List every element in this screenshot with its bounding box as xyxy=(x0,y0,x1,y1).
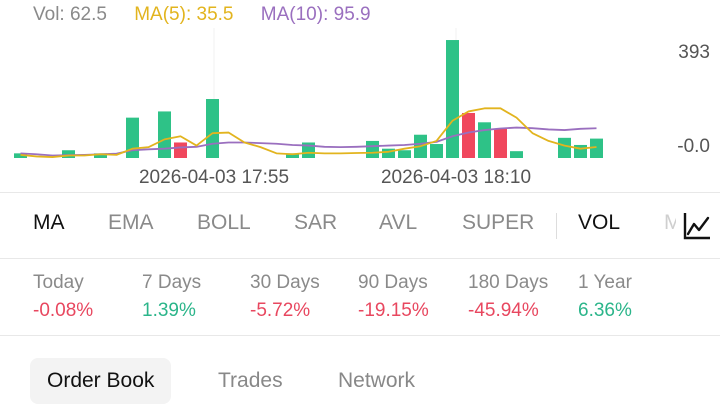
tab-network[interactable]: Network xyxy=(338,369,416,392)
period-label: 1 Year xyxy=(578,272,632,293)
ma10-line xyxy=(20,126,597,157)
chart-settings-icon[interactable] xyxy=(676,211,716,246)
period-label: 180 Days xyxy=(468,272,549,293)
tab-order-book[interactable]: Order Book xyxy=(30,358,172,404)
indicator-separator xyxy=(556,213,557,239)
divider xyxy=(0,192,720,193)
period-label: Today xyxy=(33,272,84,293)
volume-bar xyxy=(206,99,219,158)
volume-bar xyxy=(398,150,411,158)
volume-bar xyxy=(478,122,491,158)
period-180-days: 180 Days -45.94% xyxy=(468,272,548,322)
volume-bar xyxy=(366,140,379,158)
indicator-sar[interactable]: SAR xyxy=(294,211,338,234)
volume-bar xyxy=(286,153,299,158)
period-value: 1.39% xyxy=(142,300,196,321)
volume-bar xyxy=(446,40,459,158)
period-value: -19.15% xyxy=(358,300,429,321)
indicator-vol[interactable]: VOL xyxy=(578,211,621,234)
indicator-ma[interactable]: MA xyxy=(33,211,65,234)
ma5-line xyxy=(20,107,597,158)
tab-trades[interactable]: Trades xyxy=(218,369,283,392)
legend-ma10: MA(10): 95.9 xyxy=(260,4,371,25)
volume-bar xyxy=(510,151,523,158)
y-axis-top-label: 393 xyxy=(678,42,710,63)
period-value: 6.36% xyxy=(578,300,632,321)
period-value: -45.94% xyxy=(468,300,539,321)
divider xyxy=(0,335,720,336)
volume-bar xyxy=(494,128,507,158)
period-7-days: 7 Days 1.39% xyxy=(142,272,201,322)
period-label: 7 Days xyxy=(142,272,202,293)
period-label: 30 Days xyxy=(250,272,320,293)
divider xyxy=(0,258,720,259)
indicator-boll[interactable]: BOLL xyxy=(197,211,251,234)
indicator-tabs: MA EMA BOLL SAR AVL SUPER VOL M xyxy=(0,211,720,243)
volume-bar xyxy=(462,112,475,158)
volume-bar xyxy=(174,142,187,158)
legend-vol: Vol: 62.5 xyxy=(33,4,107,25)
x-tick-label: 2026-04-03 18:10 xyxy=(380,167,532,188)
legend-ma5: MA(5): 35.5 xyxy=(134,4,234,25)
indicator-ema[interactable]: EMA xyxy=(108,211,154,234)
volume-chart[interactable] xyxy=(0,28,720,162)
period-value: -5.72% xyxy=(250,300,311,321)
chart-legend: Vol: 62.5 MA(5): 35.5 MA(10): 95.9 xyxy=(33,4,393,26)
indicator-avl[interactable]: AVL xyxy=(379,211,418,234)
volume-bar xyxy=(382,148,395,158)
period-value: -0.08% xyxy=(33,300,94,321)
period-1-year: 1 Year 6.36% xyxy=(578,272,632,322)
y-axis-bottom-label: -0.0 xyxy=(677,136,710,157)
volume-bar xyxy=(158,111,171,158)
volume-bar xyxy=(62,150,75,158)
period-label: 90 Days xyxy=(358,272,428,293)
period-90-days: 90 Days -19.15% xyxy=(358,272,429,322)
volume-bar xyxy=(94,153,107,158)
period-30-days: 30 Days -5.72% xyxy=(250,272,320,322)
x-tick-label: 2026-04-03 17:55 xyxy=(138,167,290,188)
indicator-super[interactable]: SUPER xyxy=(462,211,535,234)
volume-bar xyxy=(590,138,603,158)
volume-bar xyxy=(558,137,571,158)
volume-bar xyxy=(430,144,443,158)
period-today: Today -0.08% xyxy=(33,272,93,322)
